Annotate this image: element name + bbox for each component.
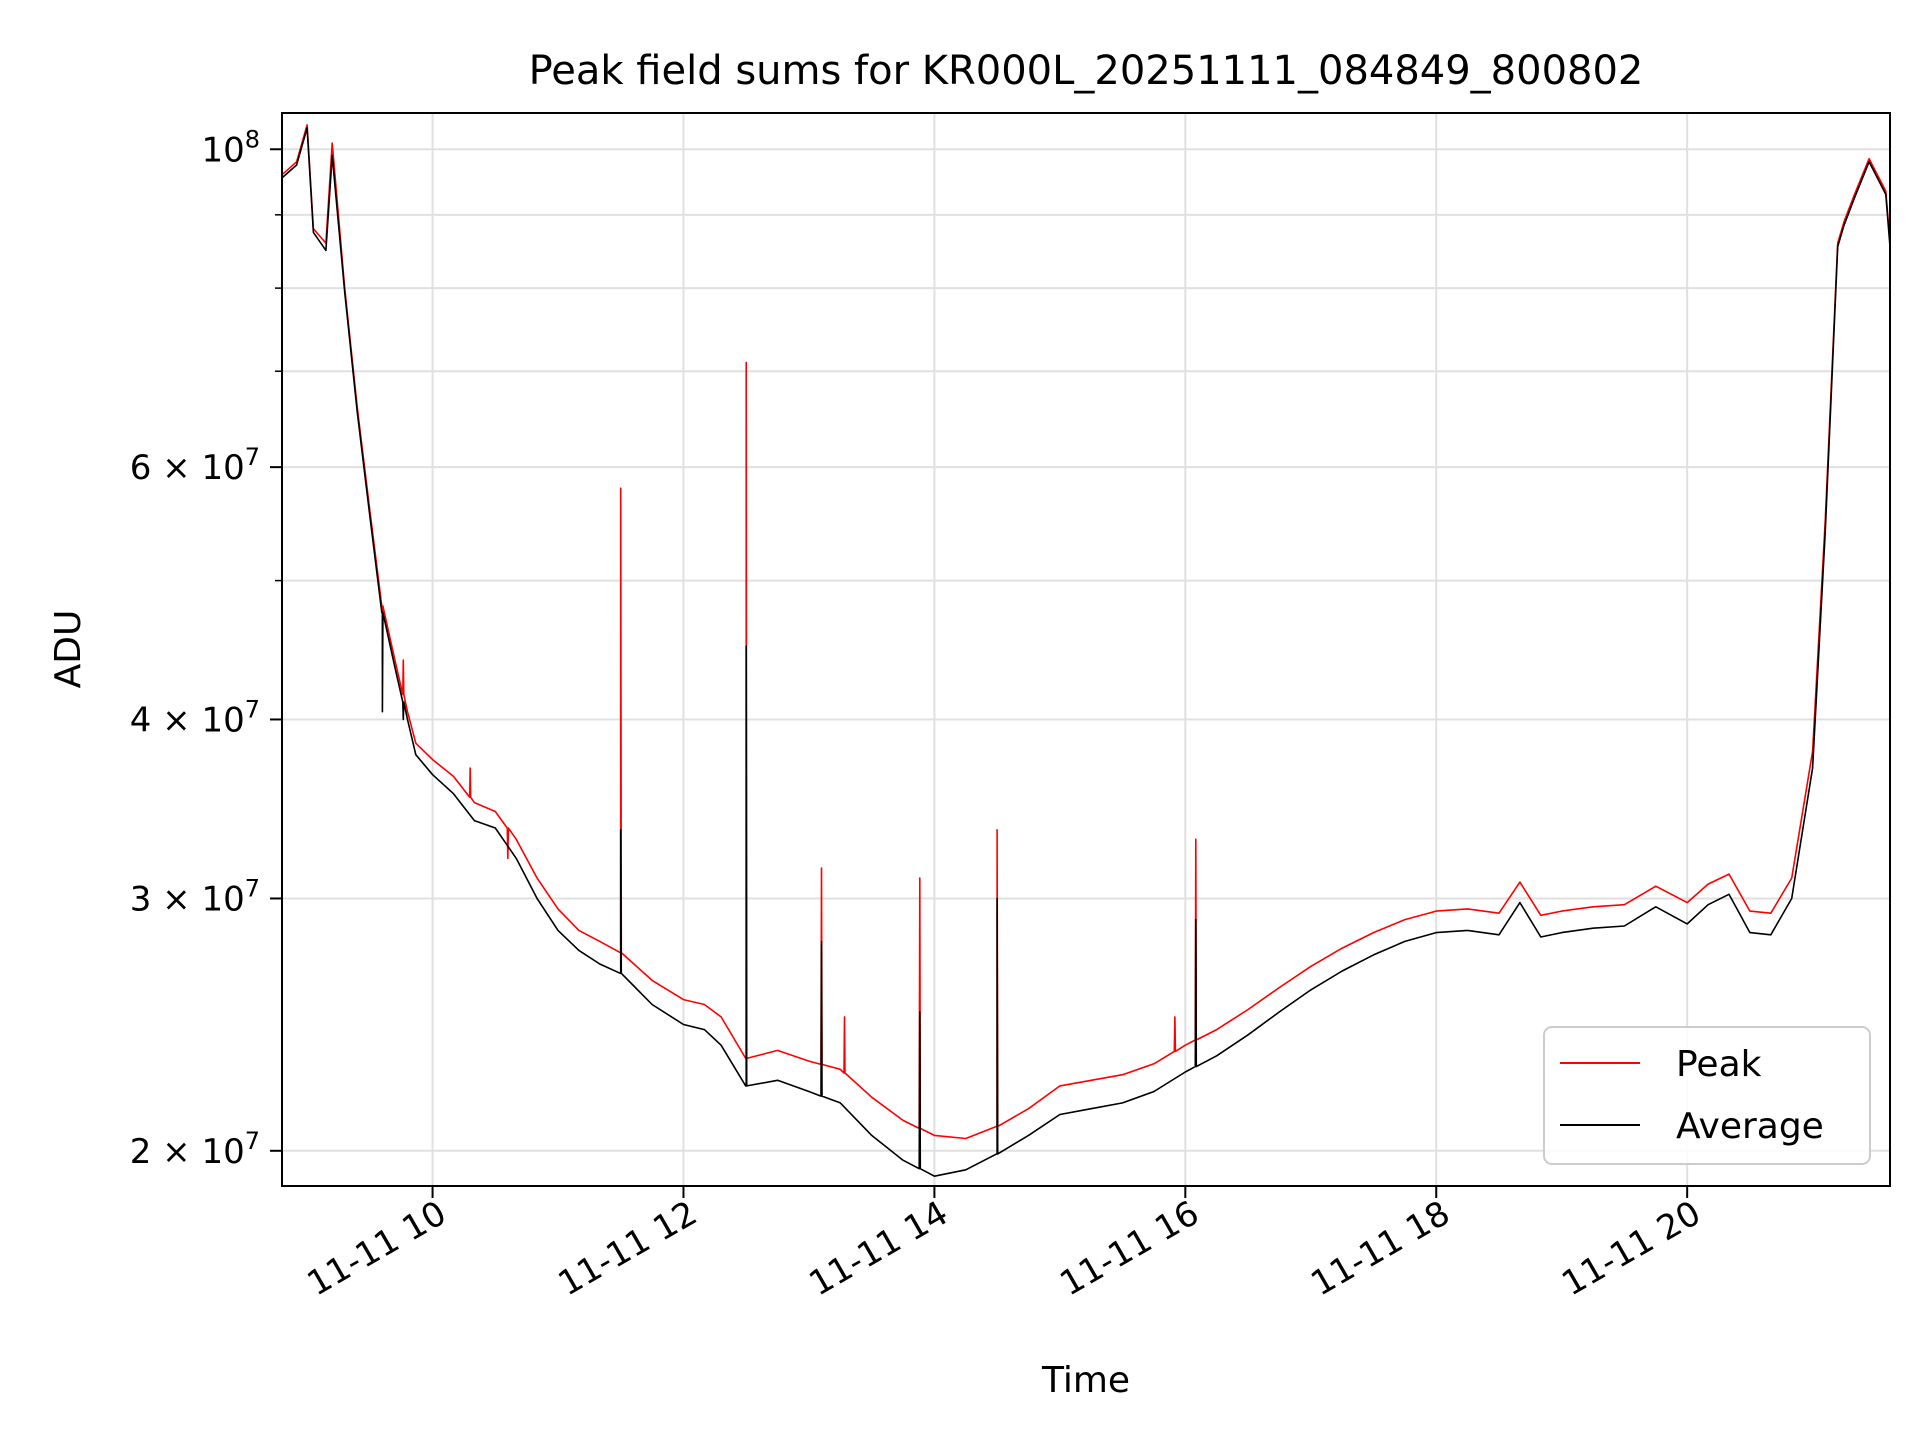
series-line-peak [281,124,1891,1140]
y-tick-label: 2 × 107 [130,1127,260,1172]
series-layer [281,124,1891,1177]
y-tick-label: 3 × 107 [130,874,260,919]
chart-title: Peak field sums for KR000L_20251111_0848… [529,48,1644,94]
y-axis-label: ADU [48,610,89,689]
legend-label-average: Average [1676,1106,1824,1147]
y-tick-label: 6 × 107 [130,443,260,488]
y-tick-label: 108 [201,125,260,170]
plot-frame [281,112,1891,1187]
legend-box [1543,1026,1871,1165]
y-tick-label: 4 × 107 [130,695,260,740]
series-line-average [281,127,1891,1177]
legend-label-peak: Peak [1676,1044,1762,1085]
legend: Peak Average [1543,1026,1871,1165]
x-axis-label: Time [1041,1360,1130,1401]
grid [282,113,1890,1186]
y-axis: 2 × 107 3 × 107 4 × 107 6 × 107 108 [130,125,282,1172]
